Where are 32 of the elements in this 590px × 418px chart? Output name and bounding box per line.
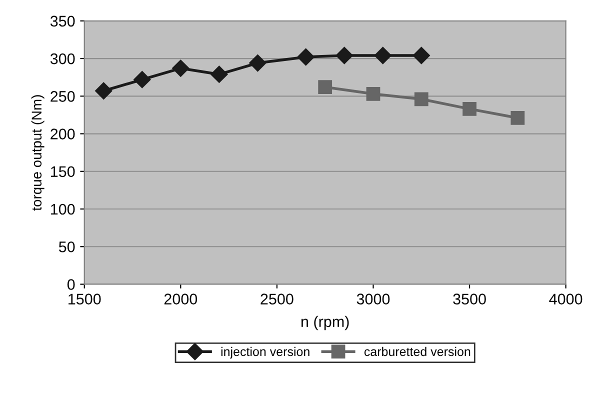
point [249,54,266,72]
y-tick-label: 150 [51,166,75,178]
point [412,46,430,64]
x-tick-label: 1500 [68,294,101,304]
point [336,46,353,64]
x-axis-title: n (rpm) [301,316,349,330]
point [318,80,332,94]
y-tick-label: 0 [67,279,75,290]
y-tick-label: 300 [50,53,75,64]
point [172,60,190,77]
x-tick-label: 4000 [549,294,582,304]
y-axis-title: torque output (Nm) [31,95,44,211]
point [374,46,392,64]
y-tick-label: 200 [50,128,75,140]
x-tick-label: 3000 [356,294,390,304]
point [297,48,314,66]
point [366,86,380,101]
point [95,82,112,100]
point [462,102,476,116]
point [210,66,228,83]
legend-label: carburetted version [364,346,470,356]
y-tick-label: 250 [50,91,75,102]
x-tick-label: 2000 [164,294,198,304]
y-tick-label: 100 [51,204,75,215]
y-tick-label: 350 [50,16,75,27]
y-tick-label: 50 [58,241,75,252]
x-tick-label: 3500 [453,294,486,304]
point [510,111,525,125]
x-tick-label: 2500 [260,294,294,304]
point [134,71,151,88]
legend-label: injection version [221,346,310,359]
point [414,92,428,106]
